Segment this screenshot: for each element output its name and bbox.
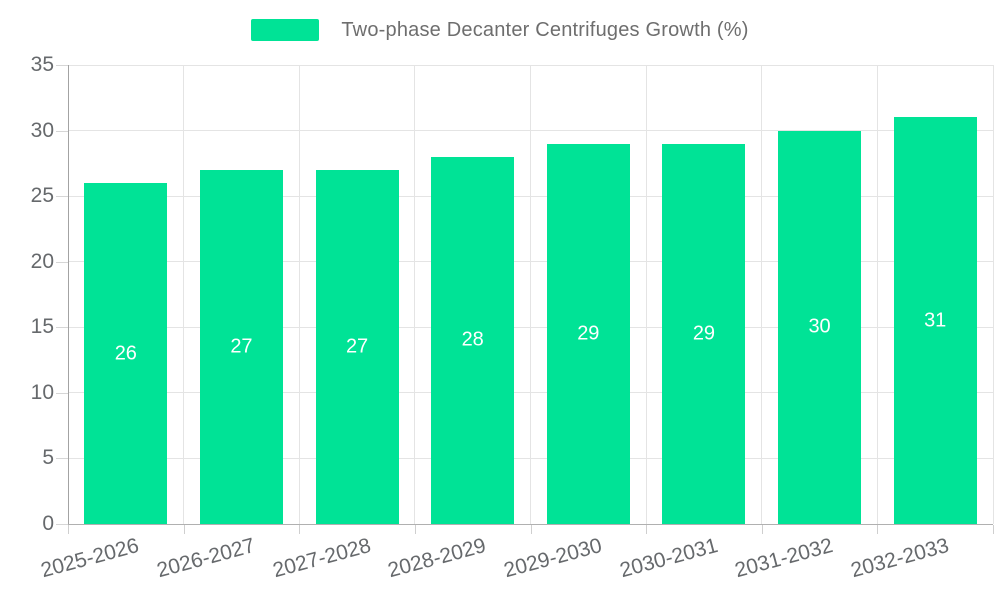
bar-2025-2026[interactable]: 26 (84, 183, 168, 524)
bar-value-label: 31 (924, 309, 947, 332)
v-gridline (530, 65, 531, 524)
v-gridline (183, 65, 185, 524)
plot-area: 26 27 27 28 29 29 30 31 (68, 64, 994, 524)
x-axis-line (62, 524, 993, 525)
y-tick (56, 261, 68, 263)
v-gridline (414, 65, 416, 524)
bar-value-label: 27 (345, 335, 369, 358)
x-category-label: 2032-2033 (848, 534, 952, 583)
bar-2028-2029[interactable]: 28 (431, 156, 515, 524)
bar-value-label: 28 (461, 328, 484, 351)
x-tick (68, 525, 69, 534)
y-axis-line (68, 65, 69, 524)
x-category-label: 2028-2029 (385, 534, 489, 583)
v-gridline (298, 65, 300, 524)
x-category-label: 2031-2032 (732, 534, 836, 583)
bar-2031-2032[interactable]: 30 (778, 130, 862, 524)
x-category-label: 2025-2026 (38, 534, 142, 583)
y-tick-label: 20 (30, 249, 54, 273)
bar-value-label: 27 (230, 335, 253, 358)
bar-value-label: 30 (808, 315, 831, 338)
y-tick (56, 130, 68, 132)
v-gridline (761, 65, 763, 524)
y-tick (56, 327, 68, 329)
y-tick (56, 65, 68, 66)
legend-label: Two-phase Decanter Centrifuges Growth (%… (341, 18, 749, 41)
y-tick-label: 15 (30, 315, 54, 339)
y-tick (56, 196, 68, 198)
x-tick (299, 525, 301, 534)
x-category-label: 2030-2031 (616, 534, 720, 583)
y-tick-label: 30 (30, 118, 54, 142)
x-category-label: 2029-2030 (501, 534, 605, 583)
y-tick-label: 10 (30, 380, 54, 404)
v-gridline (992, 65, 994, 524)
x-tick (646, 525, 648, 534)
bar-2032-2033[interactable]: 31 (893, 117, 977, 524)
bar-value-label: 29 (692, 322, 716, 345)
y-tick (56, 392, 68, 394)
x-tick (877, 525, 879, 534)
x-tick (761, 525, 763, 534)
x-category-label: 2026-2027 (154, 534, 258, 583)
x-tick (993, 525, 994, 534)
bar-value-label: 26 (114, 342, 137, 365)
y-tick-label: 5 (42, 446, 54, 470)
bar-2026-2027[interactable]: 27 (199, 169, 283, 524)
bar-2030-2031[interactable]: 29 (662, 143, 746, 524)
bar-2027-2028[interactable]: 27 (315, 169, 399, 524)
y-tick (56, 524, 68, 525)
bar-value-label: 29 (577, 322, 600, 345)
legend-item[interactable]: Two-phase Decanter Centrifuges Growth (%… (0, 12, 1000, 48)
x-tick (183, 525, 185, 534)
y-tick-label: 0 (42, 512, 54, 535)
legend-swatch (251, 19, 320, 41)
y-tick-label: 25 (30, 184, 54, 208)
y-tick (56, 458, 68, 460)
v-gridline (876, 65, 878, 524)
y-tick-label: 35 (30, 53, 54, 76)
x-tick (414, 525, 416, 534)
x-category-label: 2027-2028 (270, 534, 374, 583)
v-gridline (645, 65, 647, 524)
bar-2029-2030[interactable]: 29 (546, 143, 630, 524)
x-tick (530, 525, 532, 534)
